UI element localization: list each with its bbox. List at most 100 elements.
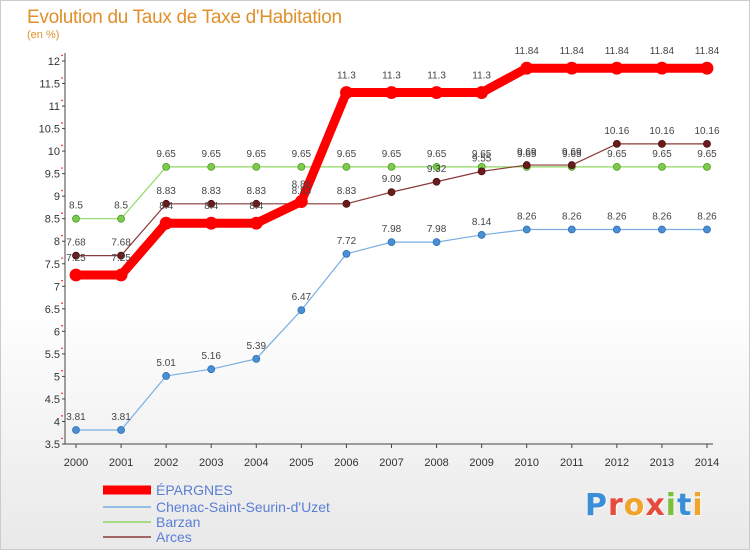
data-point-arces <box>117 251 125 260</box>
data-point-barzan <box>117 214 125 223</box>
data-point-epargnes <box>565 61 579 75</box>
y-minor-tick <box>61 302 63 304</box>
x-tick-label: 2012 <box>605 457 629 469</box>
data-point-chenac <box>387 238 396 247</box>
data-point-epargnes <box>520 61 534 75</box>
x-tick-label: 2014 <box>695 457 719 469</box>
y-tick-label: 9 <box>54 191 60 203</box>
y-tick-label: 9.5 <box>45 169 60 181</box>
x-tick-label: 2010 <box>514 457 538 469</box>
y-minor-tick <box>61 77 63 79</box>
data-point-epargnes <box>294 195 308 208</box>
data-label-chenac: 3.81 <box>111 412 131 423</box>
y-minor-tick <box>61 234 63 237</box>
x-tick-label: 2007 <box>379 457 403 469</box>
data-point-arces <box>72 251 80 260</box>
data-label-epargnes: 8.4 <box>249 201 263 212</box>
x-tick-label: 2004 <box>244 457 268 469</box>
x-tick-label: 2000 <box>64 457 88 469</box>
y-tick-label: 3.5 <box>45 439 60 451</box>
y-minor-tick <box>61 54 63 57</box>
data-point-epargnes <box>159 216 173 230</box>
data-label-epargnes: 11.3 <box>337 71 356 82</box>
data-label-epargnes: 11.84 <box>650 46 675 57</box>
data-label-chenac: 8.14 <box>472 217 492 228</box>
chart-title: Evolution du Taux de Taxe d'Habitation <box>27 7 342 28</box>
data-label-arces: 8.83 <box>156 186 176 197</box>
y-minor-tick <box>61 99 63 102</box>
legend-label-barzan: Barzan <box>156 514 200 530</box>
data-point-barzan <box>72 214 80 223</box>
data-label-epargnes: 7.25 <box>111 253 131 264</box>
data-label-arces: 8.83 <box>247 186 267 197</box>
data-point-arces <box>612 140 621 148</box>
y-tick-label: 8 <box>54 236 60 248</box>
data-point-barzan <box>387 162 396 171</box>
data-label-epargnes: 8.88 <box>292 180 312 191</box>
y-minor-tick <box>61 144 63 147</box>
data-point-epargnes <box>610 61 624 75</box>
y-minor-tick <box>61 324 63 327</box>
y-tick-label: 7 <box>54 281 60 293</box>
data-label-chenac: 8.26 <box>607 212 627 223</box>
y-minor-tick <box>61 212 63 214</box>
chart-unit-label: (en %) <box>27 29 60 41</box>
data-label-barzan: 9.65 <box>427 149 447 160</box>
data-label-chenac: 7.98 <box>382 224 402 235</box>
data-point-barzan <box>207 162 216 171</box>
data-label-chenac: 5.16 <box>201 351 221 362</box>
data-label-arces: 10.16 <box>649 126 674 137</box>
data-point-epargnes <box>430 86 443 99</box>
data-label-arces: 8.83 <box>337 186 357 197</box>
data-point-arces <box>703 140 711 148</box>
y-minor-tick <box>61 122 63 124</box>
data-point-epargnes <box>655 61 669 75</box>
data-label-epargnes: 11.84 <box>515 46 540 57</box>
y-minor-tick <box>61 415 63 417</box>
x-tick-label: 2008 <box>424 457 448 469</box>
data-point-barzan <box>703 162 711 171</box>
y-tick-label: 6 <box>54 326 60 338</box>
y-tick-label: 7.5 <box>45 259 60 271</box>
data-label-epargnes: 7.25 <box>66 253 86 264</box>
data-label-barzan: 8.5 <box>114 201 128 212</box>
data-point-chenac <box>477 231 486 239</box>
y-tick-label: 4.5 <box>45 394 60 406</box>
logo-letter: o <box>623 488 646 523</box>
data-label-barzan: 9.65 <box>607 149 627 160</box>
data-point-epargnes <box>204 216 218 230</box>
logo-letter: x <box>645 488 666 523</box>
data-label-epargnes: 8.4 <box>159 201 173 212</box>
data-label-arces: 8.83 <box>201 186 221 197</box>
data-point-chenac <box>567 225 576 234</box>
data-label-chenac: 3.81 <box>66 412 86 423</box>
logo-letter: i <box>665 488 678 523</box>
data-label-barzan: 9.65 <box>156 149 176 160</box>
data-point-epargnes <box>69 268 83 282</box>
data-point-chenac <box>342 249 351 258</box>
legend-label-chenac: Chenac-Saint-Seurin-d'Uzet <box>156 499 330 515</box>
data-point-arces <box>477 167 486 176</box>
data-label-barzan: 9.65 <box>292 149 312 160</box>
x-tick-label: 2005 <box>289 457 313 469</box>
data-point-chenac <box>162 372 171 380</box>
data-point-chenac <box>432 238 441 247</box>
data-label-arces: 9.55 <box>472 153 492 164</box>
data-label-arces: 10.16 <box>694 126 719 137</box>
data-label-chenac: 7.72 <box>337 236 357 247</box>
y-minor-tick <box>61 279 63 282</box>
data-point-epargnes <box>249 216 263 230</box>
x-tick-label: 2009 <box>469 457 493 469</box>
data-label-chenac: 8.26 <box>517 212 537 223</box>
data-point-epargnes <box>340 86 353 99</box>
series-line-chenac <box>75 228 708 431</box>
y-tick-label: 8.5 <box>45 214 60 226</box>
data-label-epargnes: 11.84 <box>605 46 630 57</box>
logo-letter: P <box>585 488 608 523</box>
data-point-epargnes <box>475 86 489 99</box>
y-minor-tick <box>61 257 63 259</box>
logo-letter: t <box>677 488 693 523</box>
y-tick-label: 11 <box>49 101 60 113</box>
data-label-barzan: 9.65 <box>517 149 537 160</box>
y-tick-label: 5 <box>54 371 60 383</box>
